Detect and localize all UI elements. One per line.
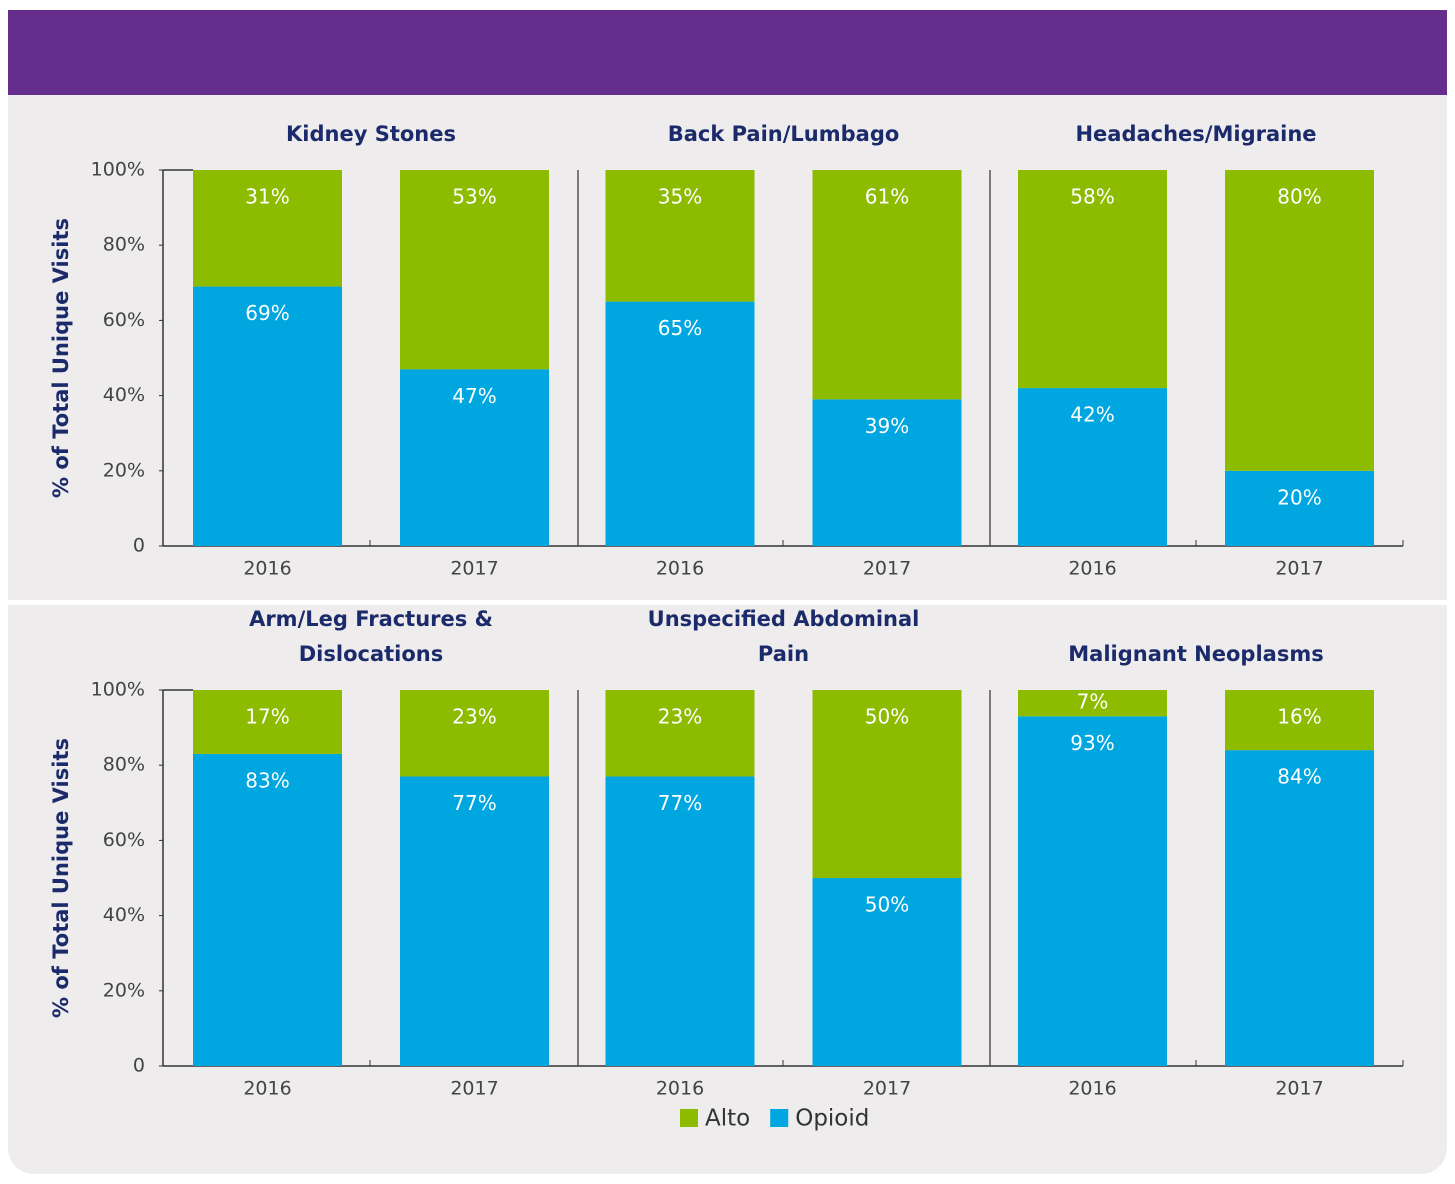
value-label: 77%: [452, 791, 496, 815]
bar-segment: [605, 690, 755, 777]
separator: [8, 600, 1447, 605]
bar-segment: [193, 286, 342, 546]
bar-segment: [193, 753, 342, 1066]
value-label: 35%: [658, 185, 702, 209]
x-tick-label: 2017: [450, 558, 498, 580]
x-tick-label: 2016: [656, 1078, 704, 1100]
bar-segment: [605, 170, 755, 302]
legend-label: Opioid: [795, 1106, 869, 1132]
bar-segment: [812, 690, 962, 878]
bar-segment: [193, 690, 342, 754]
bar-segment: [1225, 470, 1374, 546]
value-label: 50%: [865, 705, 909, 729]
bar-segment: [605, 301, 755, 546]
legend-swatch: [680, 1109, 698, 1127]
y-tick-label: 100%: [91, 159, 145, 181]
x-tick-label: 2017: [1275, 558, 1323, 580]
bar-segment: [1225, 170, 1374, 471]
bar-segment: [400, 776, 549, 1066]
x-tick-label: 2016: [1068, 558, 1116, 580]
value-label: 61%: [865, 185, 909, 209]
bar-segment: [605, 776, 755, 1066]
value-label: 17%: [245, 705, 289, 729]
bar-segment: [812, 170, 962, 400]
value-label: 47%: [452, 384, 496, 408]
value-label: 80%: [1277, 185, 1321, 209]
value-label: 42%: [1070, 403, 1114, 427]
group-title: Unspecified Abdominal Pain: [647, 607, 920, 666]
y-tick-label: 20%: [103, 979, 145, 1001]
y-tick-label: 100%: [91, 679, 145, 701]
x-tick-label: 2016: [243, 558, 291, 580]
y-tick-label: 0: [133, 1055, 145, 1077]
y-tick-label: 80%: [103, 754, 145, 776]
y-tick-label: 0: [133, 535, 145, 557]
y-axis-label: % of Total Unique Visits: [49, 218, 73, 498]
bar-segment: [400, 170, 549, 370]
group-title: Headaches/Migraine: [1075, 122, 1317, 146]
x-tick-label: 2017: [1275, 1078, 1323, 1100]
value-label: 58%: [1070, 185, 1114, 209]
value-label: 39%: [865, 414, 909, 438]
value-label: 20%: [1277, 485, 1321, 509]
group-title: Arm/Leg Fractures & Dislocations: [249, 607, 493, 666]
y-axis-label: % of Total Unique Visits: [49, 738, 73, 1018]
value-label: 93%: [1070, 731, 1114, 755]
y-tick-label: 20%: [103, 459, 145, 481]
bar-segment: [812, 399, 962, 546]
y-tick-label: 60%: [103, 309, 145, 331]
bar-segment: [1018, 716, 1167, 1066]
y-tick-label: 60%: [103, 829, 145, 851]
y-tick-label: 40%: [103, 904, 145, 926]
group-title: Malignant Neoplasms: [1068, 642, 1324, 666]
value-label: 31%: [245, 185, 289, 209]
value-label: 7%: [1077, 690, 1109, 714]
group-title: Back Pain/Lumbago: [667, 122, 900, 146]
value-label: 50%: [865, 893, 909, 917]
x-tick-label: 2016: [656, 558, 704, 580]
value-label: 53%: [452, 185, 496, 209]
x-tick-label: 2016: [1068, 1078, 1116, 1100]
legend-swatch: [770, 1109, 789, 1127]
y-tick-label: 40%: [103, 384, 145, 406]
x-tick-label: 2016: [243, 1078, 291, 1100]
value-label: 77%: [658, 791, 702, 815]
bar-segment: [1225, 690, 1374, 751]
bar-segment: [400, 690, 549, 777]
legend-label: Alto: [705, 1106, 750, 1132]
bar-segment: [400, 369, 549, 546]
value-label: 69%: [245, 301, 289, 325]
x-tick-label: 2017: [863, 1078, 911, 1100]
value-label: 65%: [658, 316, 702, 340]
y-tick-label: 80%: [103, 234, 145, 256]
header-band: [8, 10, 1447, 95]
value-label: 23%: [658, 705, 702, 729]
bar-segment: [1018, 690, 1167, 717]
bar-segment: [812, 878, 962, 1066]
x-tick-label: 2017: [450, 1078, 498, 1100]
bar-segment: [1018, 170, 1167, 389]
bar-segment: [1018, 388, 1167, 546]
group-title: Kidney Stones: [286, 122, 456, 146]
bar-segment: [193, 170, 342, 287]
value-label: 16%: [1277, 705, 1321, 729]
bar-segment: [1225, 750, 1374, 1066]
value-label: 84%: [1277, 765, 1321, 789]
x-tick-label: 2017: [863, 558, 911, 580]
value-label: 23%: [452, 705, 496, 729]
value-label: 83%: [245, 768, 289, 792]
